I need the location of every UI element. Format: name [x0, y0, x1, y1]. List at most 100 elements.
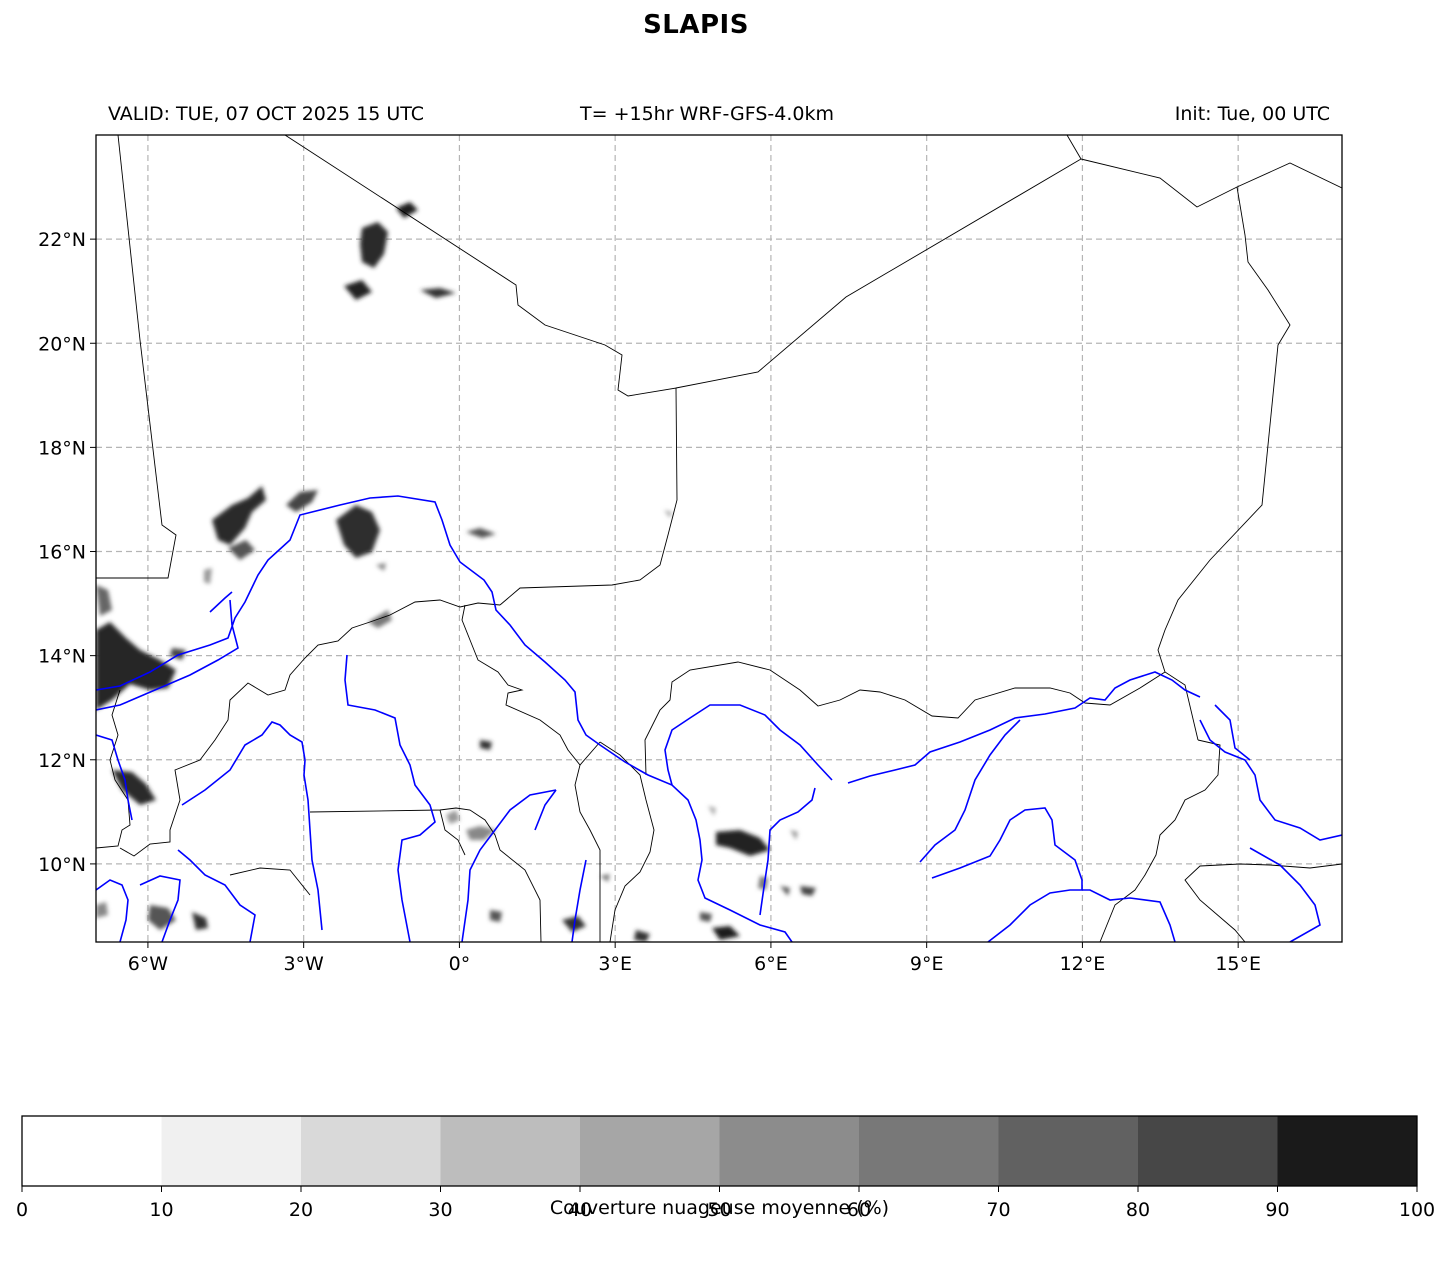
cloud-patch	[712, 926, 740, 940]
lat-tick-label: 14°N	[38, 646, 86, 668]
cloud-patch	[420, 288, 456, 298]
map-title: SLAPIS	[643, 10, 749, 40]
river-hadejia	[919, 719, 1021, 863]
cloud-patch	[96, 585, 112, 616]
river-gongola	[931, 807, 1083, 890]
lat-tick-label: 20°N	[38, 333, 86, 355]
cloud-patch	[466, 826, 496, 840]
cloud-patch	[376, 563, 386, 571]
colorbar-tick-label: 30	[428, 1199, 452, 1221]
border-mali-algeria	[284, 135, 678, 606]
lon-tick-label: 9°E	[910, 953, 944, 975]
country-borders	[96, 135, 1342, 942]
cloud-patch	[466, 528, 496, 538]
colorbar-tick-label: 80	[1126, 1199, 1150, 1221]
border-chad-east	[1157, 186, 1291, 741]
river-benue	[987, 889, 1176, 942]
cloud-patch	[286, 490, 318, 512]
colorbar-swatch	[301, 1116, 441, 1186]
cloud-patch	[700, 912, 712, 922]
cloud-patch	[204, 568, 212, 584]
river-guinea-south-2	[139, 875, 181, 942]
river-guinea-south	[96, 879, 129, 942]
border-libya-chad	[1080, 158, 1342, 208]
river-volta-black	[181, 721, 323, 931]
cloud-patch	[790, 830, 798, 840]
river-volta-white	[344, 654, 436, 942]
cloud-patch	[96, 622, 176, 710]
river-chari-south	[1249, 847, 1321, 942]
cloud-cover-field	[96, 202, 816, 942]
colorbar-swatch	[1277, 1116, 1418, 1186]
river-logone	[1199, 719, 1342, 841]
river-senegal-bafing	[96, 599, 239, 711]
river-mono	[461, 789, 557, 942]
cloud-patch	[336, 505, 380, 558]
colorbar-tick-label: 50	[707, 1199, 731, 1221]
border-niger-burkina	[461, 604, 601, 766]
cloud-patch	[96, 902, 108, 918]
lon-tick-label: 12°E	[1060, 953, 1106, 975]
cloud-patch	[212, 486, 266, 545]
colorbar-swatch	[719, 1116, 860, 1186]
border-car	[1184, 863, 1342, 942]
colorbar-swatch	[998, 1116, 1139, 1186]
river-oti	[534, 789, 557, 831]
river-gambia	[96, 734, 133, 821]
colorbar-tick-label: 10	[149, 1199, 173, 1221]
river-kaduna	[759, 787, 816, 916]
river-chari	[1214, 704, 1251, 761]
map-background	[96, 135, 1342, 942]
init-time-label: Init: Tue, 00 UTC	[1174, 103, 1330, 125]
colorbar-tick-label: 60	[847, 1199, 871, 1221]
cloud-patch	[396, 202, 418, 218]
colorbar-label: Couverture nuageuse moyenne (%)	[549, 1197, 890, 1219]
river-cote-divoire	[177, 849, 256, 942]
cloud-patch	[634, 930, 650, 942]
latitude-axis: 10°N 12°N 14°N 16°N 18°N 20°N 22°N	[38, 229, 96, 876]
forecast-hour-label: T= +15hr WRF-GFS-4.0km	[580, 103, 834, 125]
cloud-patch	[192, 912, 208, 930]
colorbar-tick-label: 90	[1265, 1199, 1289, 1221]
cloud-patch	[716, 830, 770, 856]
colorbar-swatch	[859, 1116, 999, 1186]
border-ghana-togo	[309, 807, 542, 942]
colorbar-swatch	[440, 1116, 581, 1186]
cloud-patch	[664, 510, 672, 518]
gridlines	[96, 135, 1342, 942]
border-niger-nigeria	[644, 661, 1166, 776]
cloud-patch	[780, 886, 790, 896]
valid-time-label: VALID: TUE, 07 OCT 2025 15 UTC	[108, 103, 424, 125]
cloud-patch	[368, 610, 392, 628]
cloud-patch	[600, 874, 610, 882]
longitude-axis: 6°W 3°W 0° 3°E 6°E 9°E 12°E 15°E	[128, 942, 1261, 975]
colorbar-tick-label: 40	[568, 1199, 592, 1221]
lon-tick-label: 6°W	[128, 953, 169, 975]
colorbar-swatch	[1138, 1116, 1278, 1186]
colorbar-tick-label: 100	[1399, 1199, 1435, 1221]
river-komadugu-yobe	[847, 671, 1201, 784]
lat-tick-label: 16°N	[38, 542, 86, 564]
lon-tick-label: 0°	[449, 953, 471, 975]
map-frame	[95, 134, 1343, 943]
colorbar-swatch	[22, 1116, 162, 1186]
cloud-patch	[344, 280, 372, 300]
river-niger	[96, 495, 793, 942]
border-algeria-niger-libya	[675, 135, 1082, 389]
border-cote-divoire	[229, 867, 311, 896]
river-oueme	[571, 859, 587, 942]
rivers	[96, 495, 1342, 942]
cloud-patch	[360, 222, 388, 268]
cloud-patch	[480, 740, 492, 750]
colorbar-swatch	[580, 1116, 720, 1186]
lat-tick-label: 10°N	[38, 854, 86, 876]
river-tributary	[209, 591, 233, 613]
cloud-patch	[446, 810, 460, 824]
lat-tick-label: 12°N	[38, 750, 86, 772]
colorbar-swatch	[161, 1116, 302, 1186]
cloud-patch	[708, 806, 716, 816]
border-togo	[439, 809, 466, 856]
border-burkina-north	[119, 599, 501, 857]
lon-tick-label: 15°E	[1215, 953, 1261, 975]
